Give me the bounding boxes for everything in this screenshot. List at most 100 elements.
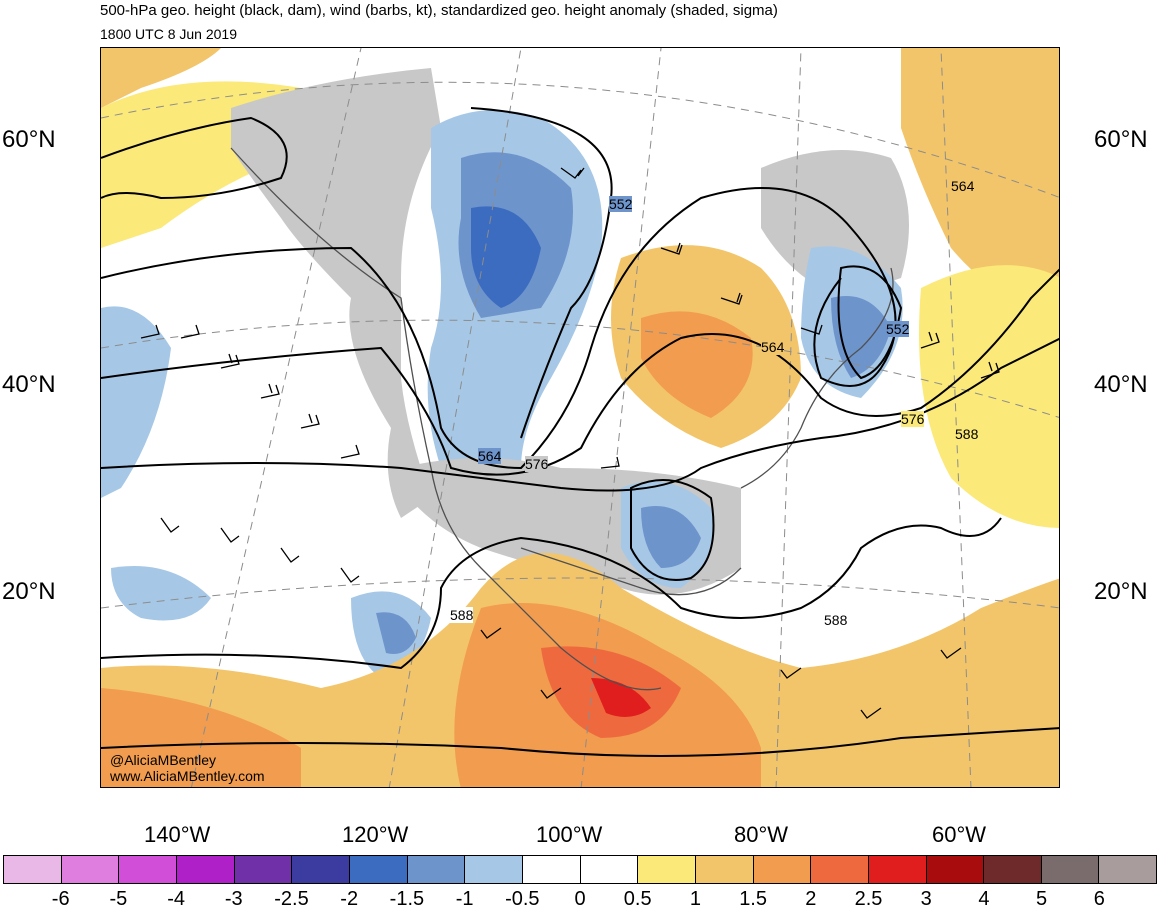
colorbar-swatch	[4, 856, 62, 883]
colorbar-tick-label: -5	[109, 888, 128, 910]
wind-barb	[180, 324, 200, 339]
credit-website[interactable]: www.AliciaMBentley.com	[110, 768, 265, 784]
contour-588-south	[101, 517, 1002, 670]
contour-gulf-ring	[630, 479, 715, 581]
parallel-60n	[101, 81, 1059, 198]
colorbar-swatch	[868, 856, 927, 883]
wind-barb	[300, 413, 320, 429]
negative-anomaly-subtropical-pacific-core	[376, 612, 416, 654]
colorbar-tick-label: -4	[167, 888, 185, 910]
graticule	[101, 48, 1059, 787]
wind-barb	[480, 627, 502, 639]
contour-588-north	[101, 337, 1059, 492]
wind-barb	[220, 353, 240, 369]
contour-564-west	[101, 187, 897, 470]
colorbar-tick-label: 4	[978, 888, 990, 910]
colorbar-swatch	[349, 856, 408, 883]
colorbar-tick-label: 2.5	[854, 888, 883, 910]
coastline-west	[230, 147, 662, 691]
land-mask-alaska-canada	[231, 68, 441, 518]
positive-anomaly-north-atlantic	[901, 48, 1059, 308]
contour-576	[101, 268, 1059, 476]
contour-label: 588	[824, 612, 848, 628]
positive-anomaly-great-lakes-core	[641, 311, 753, 418]
negative-anomaly-hawaii	[111, 566, 211, 621]
contour-label: 564	[761, 339, 785, 355]
contour-label: 576	[525, 456, 549, 472]
colorbar-tick-label: -1	[455, 888, 474, 910]
colorbar-tick-label: -3	[224, 888, 243, 910]
colorbar-swatch	[695, 856, 754, 883]
lat-label-right: 40°N	[1094, 371, 1148, 398]
colorbar	[3, 855, 1157, 884]
meridian-100w	[580, 48, 662, 787]
coastline-gulf	[520, 547, 742, 596]
colorbar-tick-label: -2.5	[274, 888, 309, 910]
colorbar-tick-label: -2	[340, 888, 359, 910]
map-panel[interactable]: 552 564 576 564 552 564 576 588 588 588	[100, 47, 1060, 788]
positive-anomaly-alaska-coast	[101, 48, 221, 108]
map-title: 500-hPa geo. height (black, dam), wind (…	[100, 2, 778, 19]
colorbar-tick-label: 6	[1093, 888, 1105, 910]
wind-barb	[560, 167, 585, 179]
contour-label: 588	[450, 607, 474, 623]
contour-label: 576	[901, 411, 925, 427]
wind-barb	[860, 707, 882, 719]
map-canvas	[101, 48, 1059, 787]
colorbar-swatch	[522, 856, 581, 883]
wind-barb	[340, 444, 360, 459]
lon-label: 60°W	[932, 822, 987, 847]
colorbar-tick-label: -6	[51, 888, 70, 910]
colorbar-swatch	[61, 856, 120, 883]
wind-barb	[600, 456, 620, 469]
coastline-east	[740, 267, 894, 489]
wind-barb	[160, 517, 180, 533]
negative-anomaly-labrador-core	[831, 296, 891, 378]
wind-barb	[220, 527, 240, 543]
contour-north-pacific	[101, 116, 288, 200]
contour-label: 564	[951, 178, 975, 194]
lat-label-left: 40°N	[2, 371, 56, 398]
colorbar-swatch	[234, 856, 293, 883]
lon-label: 100°W	[536, 822, 603, 847]
wind-barb	[920, 331, 940, 349]
wind-barbs	[140, 167, 1000, 719]
wind-barb	[140, 324, 160, 339]
negative-anomaly-east-pacific	[101, 306, 171, 498]
colorbar-tick-label: -1.5	[389, 888, 425, 910]
coastlines	[230, 147, 894, 691]
lat-label-left: 60°N	[2, 126, 56, 153]
wind-barb	[540, 687, 562, 699]
meridian-140w	[190, 48, 362, 787]
lat-label-left: 20°N	[2, 578, 56, 605]
colorbar-tick-label: -0.5	[505, 888, 540, 910]
meridian-80w	[775, 48, 802, 787]
contour-label: 552	[609, 196, 633, 212]
contour-label: 564	[478, 448, 502, 464]
colorbar-swatch	[1041, 856, 1100, 883]
colorbar-swatch	[580, 856, 639, 883]
colorbar-tick-label: 1	[689, 888, 701, 910]
colorbar-swatch	[465, 856, 523, 883]
contour-label: 552	[886, 321, 910, 337]
valid-time: 1800 UTC 8 Jun 2019	[100, 26, 237, 42]
colorbar-swatch	[119, 856, 177, 883]
meridian-60w	[940, 48, 972, 787]
negative-anomaly-gulf-core	[641, 506, 701, 568]
height-contours	[101, 107, 1059, 757]
colorbar-swatch	[1099, 856, 1157, 883]
parallel-40n	[101, 319, 1059, 418]
colorbar-swatch	[811, 856, 869, 883]
positive-anomaly-central-america-max	[591, 678, 651, 717]
colorbar-swatch	[638, 856, 696, 883]
lon-label: 140°W	[144, 822, 211, 847]
wind-barb	[260, 383, 280, 399]
lon-label: 80°W	[734, 822, 789, 847]
colorbar-swatch	[176, 856, 235, 883]
wind-barb	[940, 647, 962, 659]
wind-barb	[780, 667, 802, 679]
credit-handle: @AliciaMBentley	[110, 752, 217, 768]
colorbar-swatch	[984, 856, 1042, 883]
wind-barb	[980, 361, 1000, 379]
colorbar-tick-label: 2	[805, 888, 817, 910]
